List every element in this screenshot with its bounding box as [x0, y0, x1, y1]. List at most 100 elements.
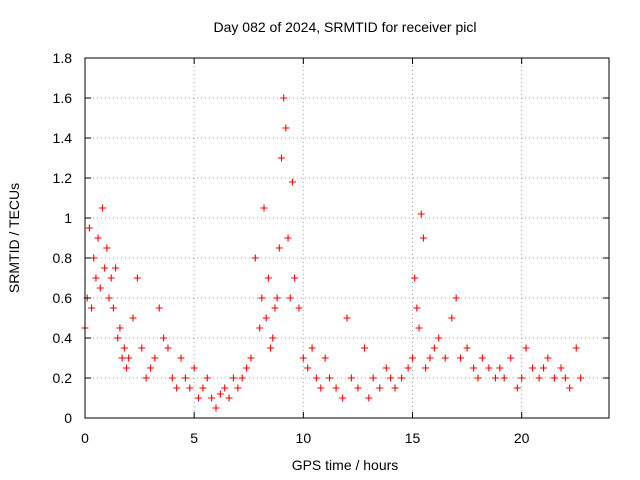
- data-point: [216, 390, 224, 398]
- data-point: [212, 404, 220, 412]
- data-point: [496, 364, 504, 372]
- x-axis-ticks: 0 5 10 15 20: [81, 58, 530, 446]
- data-point: [262, 314, 270, 322]
- data-point: [199, 384, 207, 392]
- data-point: [133, 274, 141, 282]
- y-tick-label: 0.8: [53, 250, 73, 266]
- data-point: [229, 374, 237, 382]
- data-point: [190, 364, 198, 372]
- data-point: [278, 154, 285, 162]
- data-point: [507, 354, 515, 362]
- data-point: [114, 334, 122, 342]
- data-point: [566, 384, 574, 392]
- data-point: [354, 384, 362, 392]
- data-point: [267, 344, 275, 352]
- data-point: [101, 264, 109, 272]
- data-point: [326, 374, 334, 382]
- data-point: [299, 354, 307, 362]
- data-point: [572, 344, 580, 352]
- data-point: [264, 274, 272, 282]
- data-point: [474, 374, 482, 382]
- data-point: [413, 304, 421, 312]
- data-point: [238, 374, 246, 382]
- data-point: [561, 374, 569, 382]
- data-point: [312, 374, 320, 382]
- data-point: [417, 210, 425, 218]
- data-point: [426, 354, 434, 362]
- data-point: [308, 344, 316, 352]
- data-point: [382, 364, 390, 372]
- data-point: [365, 394, 373, 402]
- data-point: [284, 234, 292, 242]
- data-point: [291, 274, 299, 282]
- data-point: [251, 254, 259, 262]
- data-point: [129, 314, 137, 322]
- data-point: [404, 364, 412, 372]
- data-point: [125, 354, 133, 362]
- x-tick-label: 5: [190, 430, 198, 446]
- data-point: [96, 284, 104, 292]
- data-point: [151, 354, 159, 362]
- data-point: [529, 364, 537, 372]
- data-point: [258, 294, 266, 302]
- data-point: [409, 354, 416, 362]
- y-tick-label: 1: [64, 210, 72, 226]
- data-point: [430, 344, 438, 352]
- data-point: [540, 364, 547, 372]
- x-tick-label: 10: [296, 430, 312, 446]
- data-point: [419, 234, 427, 242]
- data-point: [288, 178, 296, 186]
- data-point: [103, 244, 111, 252]
- data-point: [122, 364, 130, 372]
- y-tick-label: 0.4: [53, 330, 73, 346]
- data-point: [332, 384, 340, 392]
- data-point: [470, 364, 478, 372]
- data-point: [160, 334, 168, 342]
- data-point: [535, 374, 543, 382]
- y-axis-ticks: 0 0.2 0.4 0.6 0.8 1 1.2 1.4 1.6 1.8: [53, 50, 609, 426]
- data-point: [398, 374, 406, 382]
- data-point: [116, 324, 124, 332]
- data-point: [339, 394, 347, 402]
- data-point: [347, 374, 355, 382]
- data-point: [522, 344, 530, 352]
- data-point: [142, 374, 150, 382]
- data-point: [164, 344, 172, 352]
- data-point: [369, 374, 377, 382]
- data-point: [391, 384, 399, 392]
- data-point: [280, 94, 288, 102]
- data-point: [225, 394, 233, 402]
- data-point: [256, 324, 264, 332]
- y-tick-label: 1.6: [53, 90, 73, 106]
- data-point: [550, 374, 558, 382]
- data-point: [92, 274, 100, 282]
- data-point: [173, 384, 181, 392]
- data-point: [343, 314, 351, 322]
- data-point: [360, 344, 368, 352]
- data-point: [435, 334, 443, 342]
- data-point: [247, 354, 255, 362]
- data-point: [275, 244, 283, 252]
- x-tick-label: 15: [405, 430, 421, 446]
- data-point: [147, 364, 154, 372]
- data-point: [577, 374, 585, 382]
- data-point: [271, 304, 279, 312]
- data-point: [98, 204, 106, 212]
- data-point: [120, 344, 128, 352]
- y-tick-label: 1.2: [53, 170, 73, 186]
- data-point: [500, 374, 508, 382]
- plot-frame: [84, 57, 610, 419]
- data-point: [155, 304, 163, 312]
- x-tick-label: 20: [514, 430, 530, 446]
- data-point: [118, 354, 126, 362]
- data-point: [557, 364, 565, 372]
- data-point: [94, 234, 102, 242]
- data-point: [295, 304, 303, 312]
- data-point: [478, 354, 486, 362]
- data-point: [203, 374, 211, 382]
- data-point: [387, 374, 395, 382]
- y-tick-label: 1.8: [53, 50, 73, 66]
- data-point: [109, 304, 117, 312]
- data-point: [177, 354, 185, 362]
- data-point: [485, 364, 493, 372]
